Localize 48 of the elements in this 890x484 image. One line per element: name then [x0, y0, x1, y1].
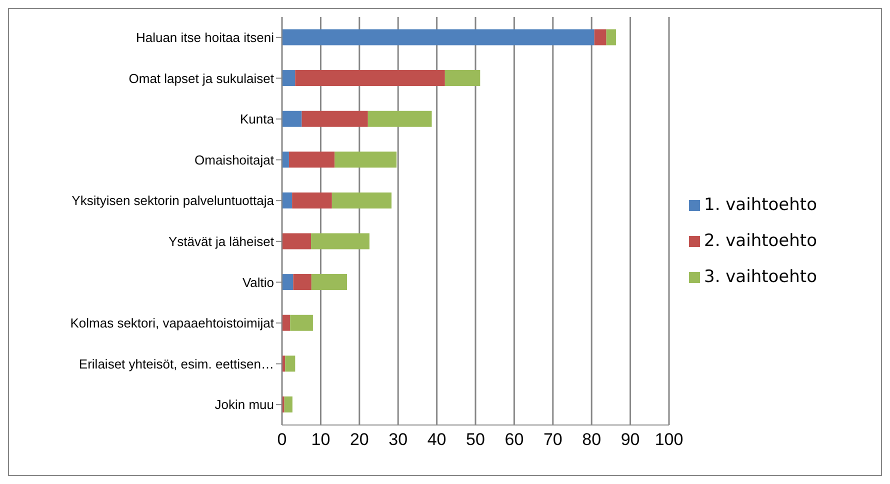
bar: [282, 233, 312, 250]
bar: [606, 29, 616, 46]
y-tick-label: Ystävät ja läheiset: [168, 234, 274, 250]
y-tick-label: Valtio: [242, 274, 274, 290]
legend-label: 1. vaihtoehto: [704, 195, 817, 215]
bar: [302, 110, 368, 127]
y-tick-label: Jokin muu: [214, 397, 274, 412]
legend-label: 2. vaihtoehto: [704, 231, 817, 251]
bar: [282, 192, 292, 208]
bar: [282, 314, 290, 331]
bar: [594, 29, 606, 46]
x-tick-label: 100: [654, 430, 684, 450]
y-tick-label: Kunta: [240, 112, 275, 127]
bar: [285, 356, 296, 372]
y-tick-label: Omat lapset ja sukulaiset: [128, 70, 274, 86]
y-tick-label: Haluan itse hoitaa itseni: [136, 30, 274, 46]
bar: [334, 152, 397, 168]
bar: [295, 70, 445, 86]
x-tick-label: 60: [504, 430, 524, 450]
legend-label: 3. vaihtoehto: [704, 267, 817, 287]
y-tick-label: Erilaiset yhteisöt, esim. eettisen…: [78, 356, 274, 372]
bar: [444, 70, 480, 86]
bar: [282, 110, 302, 127]
x-tick-label: 10: [311, 430, 330, 450]
bar: [282, 274, 294, 290]
bar: [282, 29, 594, 46]
bar: [292, 192, 332, 208]
bar: [282, 152, 289, 168]
y-tick-label: Kolmas sektori, vapaaehtoistoimijat: [70, 316, 274, 331]
bar: [293, 274, 312, 290]
x-tick-label: 30: [388, 430, 408, 450]
bar: [290, 314, 313, 331]
x-tick-label: 80: [582, 430, 602, 450]
y-tick-label: Yksityisen sektorin palveluntuottaja: [72, 193, 275, 208]
bar: [332, 192, 392, 208]
bar: [284, 396, 292, 412]
x-tick-label: 90: [620, 430, 640, 450]
bar: [311, 274, 348, 290]
x-tick-label: 70: [543, 430, 562, 450]
bar: [282, 70, 296, 86]
x-tick-label: 0: [277, 430, 287, 450]
x-tick-label: 50: [466, 430, 485, 450]
bar: [368, 110, 432, 127]
y-tick-label: Omaishoitajat: [194, 152, 274, 168]
bar: [288, 152, 335, 168]
x-tick-label: 20: [350, 430, 369, 450]
x-tick-label: 40: [427, 430, 446, 450]
bar: [311, 233, 370, 250]
